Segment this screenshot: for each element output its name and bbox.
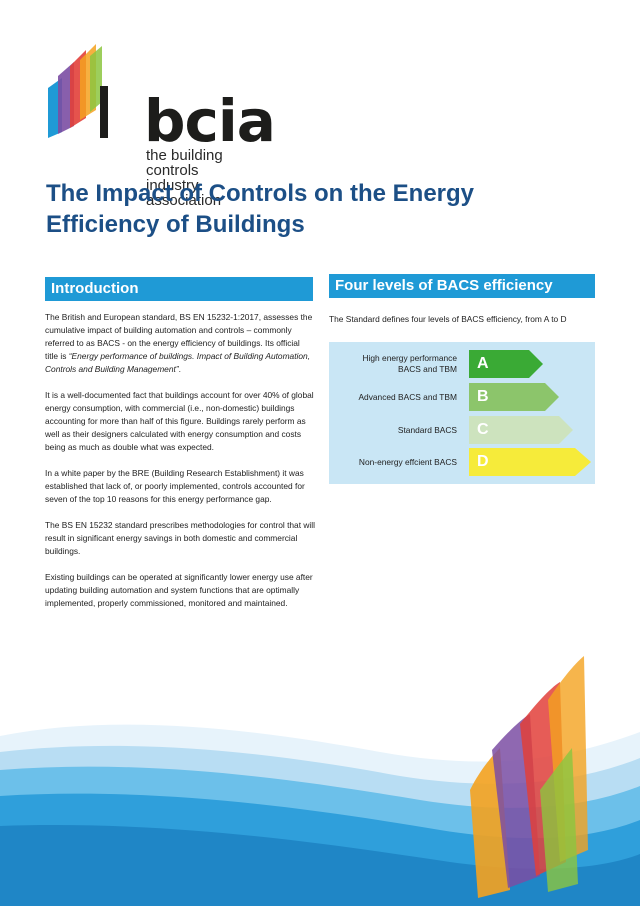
- decorative-waves: [0, 656, 640, 906]
- logo-subtitle-line2: industry association: [146, 177, 222, 209]
- bacs-arrow: [469, 383, 559, 411]
- bcia-logo: bcia the building controls industry asso…: [40, 40, 276, 208]
- bacs-arrow: [469, 448, 591, 476]
- bacs-arrow: [469, 416, 573, 444]
- intro-p1-end: .: [178, 364, 181, 374]
- bacs-arrow: [469, 350, 543, 378]
- bacs-level-a: High energy performance BACS and TBM A: [329, 350, 595, 378]
- intro-p1-title: “Energy performance of buildings. Impact…: [45, 351, 311, 374]
- bacs-level-d: Non-energy effcient BACS D: [329, 448, 595, 476]
- bacs-level-label: Non-energy effcient BACS: [332, 448, 457, 476]
- bacs-intro: The Standard defines four levels of BACS…: [329, 314, 567, 324]
- bacs-level-letter: B: [477, 388, 489, 405]
- intro-paragraph-5: Existing buildings can be operated at si…: [45, 572, 313, 608]
- bacs-level-label-line1: Non-energy effcient BACS: [358, 456, 457, 467]
- bacs-level-letter: C: [477, 421, 489, 438]
- bacs-level-b: Advanced BACS and TBM B: [329, 383, 595, 411]
- intro-paragraph-3: In a white paper by the BRE (Building Re…: [45, 468, 305, 504]
- bacs-level-label: Advanced BACS and TBM: [332, 383, 457, 411]
- intro-paragraph-4: The BS EN 15232 standard prescribes meth…: [45, 520, 316, 556]
- page-title: The Impact of Controls on the Energy Eff…: [46, 180, 475, 238]
- bacs-level-c: Standard BACS C: [329, 416, 595, 444]
- bacs-level-label: High energy performance BACS and TBM: [332, 350, 457, 378]
- logo-subtitle-line1: the building controls: [146, 147, 223, 179]
- sail-stripes-icon: [470, 656, 588, 898]
- bacs-level-letter: A: [477, 355, 489, 372]
- introduction-heading: Introduction: [45, 277, 313, 301]
- logo-subtitle: the building controls industry associati…: [146, 148, 270, 208]
- bacs-level-label-line2: BACS and TBM: [398, 364, 457, 374]
- bacs-efficiency-scale: High energy performance BACS and TBM A Ad…: [329, 342, 595, 484]
- introduction-body: The British and European standard, BS EN…: [45, 311, 315, 623]
- intro-p1-start: The British and European standard, BS EN…: [45, 312, 313, 361]
- bacs-level-label-line1: Standard BACS: [397, 424, 457, 435]
- intro-paragraph-2: It is a well-documented fact that buildi…: [45, 390, 314, 452]
- bacs-level-letter: D: [477, 453, 489, 470]
- logo-wordmark: bcia: [144, 87, 276, 155]
- intro-paragraph-1: The British and European standard, BS EN…: [45, 311, 315, 376]
- bacs-level-label-line1: High energy performance: [362, 353, 457, 363]
- bacs-heading: Four levels of BACS efficiency: [329, 274, 595, 298]
- bacs-level-label: Standard BACS: [332, 416, 457, 444]
- bacs-level-label-line1: Advanced BACS and TBM: [358, 391, 457, 402]
- logo-stripes-icon: [48, 44, 108, 138]
